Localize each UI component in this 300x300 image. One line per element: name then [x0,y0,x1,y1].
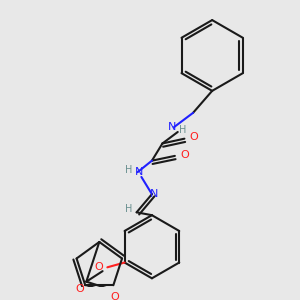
Text: N: N [135,167,144,177]
Text: O: O [94,262,103,272]
Text: N: N [150,189,158,199]
Text: O: O [111,292,119,300]
Text: O: O [180,150,189,160]
Text: H: H [125,204,133,214]
Text: O: O [75,284,84,294]
Text: N: N [168,122,176,132]
Text: H: H [179,125,186,135]
Text: H: H [125,165,133,175]
Text: O: O [190,132,198,142]
